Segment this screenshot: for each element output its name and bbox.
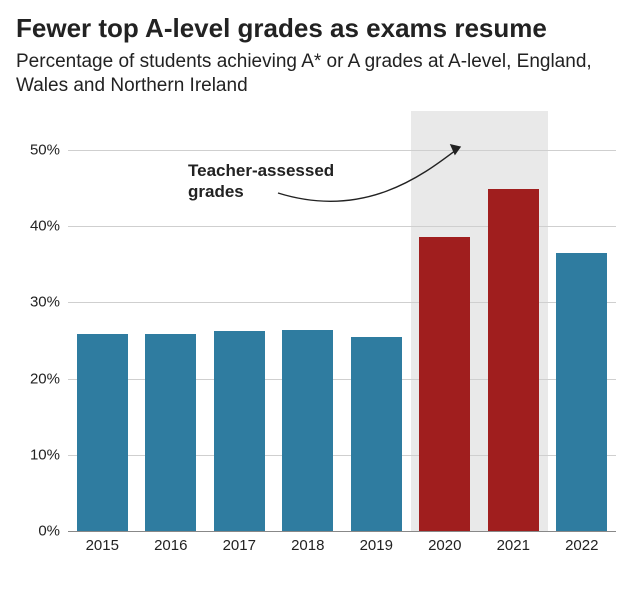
y-axis-label: 0% (38, 523, 68, 540)
bar (77, 334, 128, 531)
gridline (68, 531, 616, 532)
bar (214, 331, 265, 532)
y-axis-label: 50% (30, 141, 68, 158)
x-axis-label: 2017 (223, 537, 256, 554)
annotation-label: Teacher-assessed grades (188, 161, 334, 202)
chart-subtitle: Percentage of students achieving A* or A… (16, 50, 624, 98)
y-axis-label: 40% (30, 217, 68, 234)
x-axis-label: 2018 (291, 537, 324, 554)
bar (488, 189, 539, 531)
y-axis-label: 30% (30, 294, 68, 311)
bar (419, 237, 470, 532)
x-axis-label: 2021 (497, 537, 530, 554)
bars-layer (68, 111, 616, 531)
plot-area: 0%10%20%30%40%50% Teacher-assessed grade… (68, 111, 616, 531)
figure: Fewer top A-level grades as exams resume… (0, 0, 640, 598)
x-axis-label: 2020 (428, 537, 461, 554)
y-axis-label: 10% (30, 447, 68, 464)
bar (556, 253, 607, 531)
chart-area: 0% 10% 20% 30% 40% 50% Teacher-assessed grade… (16, 107, 624, 561)
bar (145, 334, 196, 531)
chart-title: Fewer top A-level grades as exams resume (16, 14, 624, 44)
x-axis-label: 2022 (565, 537, 598, 554)
x-axis-label: 2016 (154, 537, 187, 554)
x-axis-label: 2015 (86, 537, 119, 554)
bar (351, 337, 402, 532)
x-axis-label: 2019 (360, 537, 393, 554)
bar (282, 330, 333, 532)
y-axis-label: 20% (30, 370, 68, 387)
